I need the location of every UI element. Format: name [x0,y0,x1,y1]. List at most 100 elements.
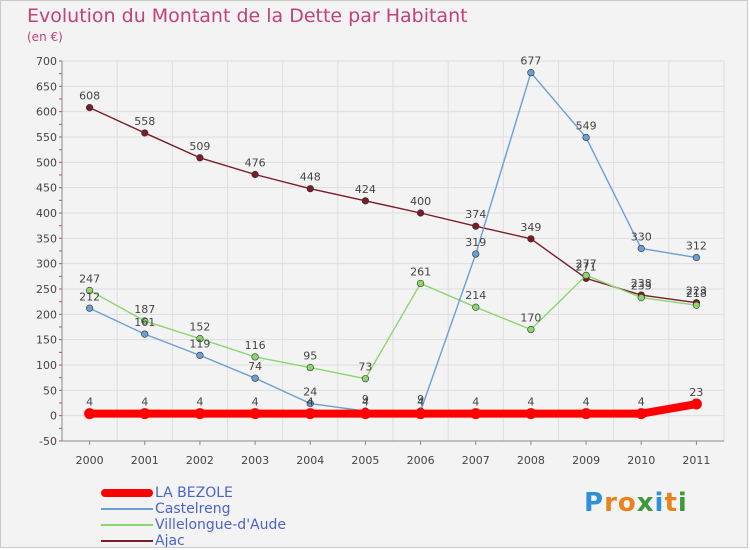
data-label: 549 [576,120,597,133]
data-point [416,279,425,288]
chart-unit-label: (en €) [27,30,63,44]
x-tick-label: 2004 [296,454,324,467]
data-point [525,408,537,420]
data-point [527,235,535,243]
x-tick-label: 2008 [517,454,545,467]
data-point [527,69,535,77]
y-tick-label: 500 [36,156,57,169]
x-tick-label: 2002 [186,454,214,467]
data-point [249,408,261,420]
data-point [196,351,204,359]
legend-swatch [101,540,153,542]
data-label: 9 [417,393,424,406]
data-point [304,408,316,420]
data-point [637,294,645,302]
data-label: 261 [410,265,431,278]
logo-letter: P [584,488,605,518]
data-label: 9 [362,393,369,406]
data-label: 212 [79,290,100,303]
y-tick-label: 0 [50,410,57,423]
legend-label: LA BEZOLE [155,485,233,501]
data-label: 4 [472,396,479,409]
y-tick-label: 50 [43,384,57,397]
data-label: 214 [465,289,486,302]
data-point [85,286,94,295]
logo-letter: r [604,488,618,518]
x-tick-label: 2003 [241,454,269,467]
y-tick-label: 150 [36,334,57,347]
data-point [84,408,96,420]
data-label: 400 [410,195,431,208]
data-label: 152 [189,321,210,334]
data-label: 4 [86,396,93,409]
data-point [141,330,149,338]
data-point [139,408,151,420]
data-label: 161 [134,316,155,329]
data-point [361,197,370,205]
legend-label: Villelongue-d'Aude [155,517,286,533]
data-label: 4 [196,396,203,409]
logo-letter: i [677,488,688,518]
data-label: 4 [307,396,314,409]
y-tick-label: 650 [36,80,57,93]
x-tick-label: 2011 [682,454,710,467]
legend-label: Ajac [155,533,185,548]
data-point [85,304,94,312]
data-label: 4 [362,396,369,409]
data-label: 330 [631,230,652,243]
y-tick-label: 100 [36,359,57,372]
logo-letter: i [654,488,665,518]
data-point [196,335,204,343]
legend-label: Castelreng [155,501,231,517]
data-label: 349 [520,221,541,234]
data-point [416,209,425,217]
data-label: 319 [465,236,486,249]
data-label: 170 [520,312,541,325]
y-tick-label: 200 [36,308,57,321]
data-label: 4 [638,396,645,409]
data-label: 4 [252,396,259,409]
y-tick-label: 300 [36,258,57,271]
data-label: 4 [417,396,424,409]
data-point [141,129,149,137]
y-tick-label: 250 [36,283,57,296]
x-tick-label: 2010 [627,454,655,467]
logo-letter: x [636,488,655,518]
data-point [141,317,149,325]
x-tick-label: 2000 [76,454,104,467]
x-tick-label: 2005 [351,454,379,467]
data-point [361,375,370,383]
data-point [251,374,259,382]
y-tick-label: 350 [36,232,57,245]
data-label: 73 [358,361,372,374]
data-label: 448 [300,171,321,184]
y-tick-label: 400 [36,207,57,220]
legend-swatch [101,489,153,497]
data-label: 187 [134,303,155,316]
data-label: 74 [248,360,262,373]
y-tick-label: 450 [36,182,57,195]
data-label: 374 [465,208,486,221]
data-label: 233 [631,280,652,293]
y-tick-label: -50 [39,435,57,448]
data-label: 116 [245,339,266,352]
data-point [194,408,206,420]
data-point [690,398,702,410]
x-tick-label: 2007 [462,454,490,467]
data-label: 608 [79,90,100,103]
legend-swatch [101,524,153,526]
data-label: 4 [141,396,148,409]
data-point [251,353,259,361]
data-point [85,104,94,112]
data-point [692,253,701,262]
series-line-3 [88,106,698,304]
data-label: 312 [686,240,707,253]
data-point [472,222,480,230]
data-label: 119 [189,337,210,350]
data-point [196,154,204,162]
y-tick-label: 600 [36,106,57,119]
data-label: 23 [689,386,703,399]
data-label: 95 [303,350,317,363]
